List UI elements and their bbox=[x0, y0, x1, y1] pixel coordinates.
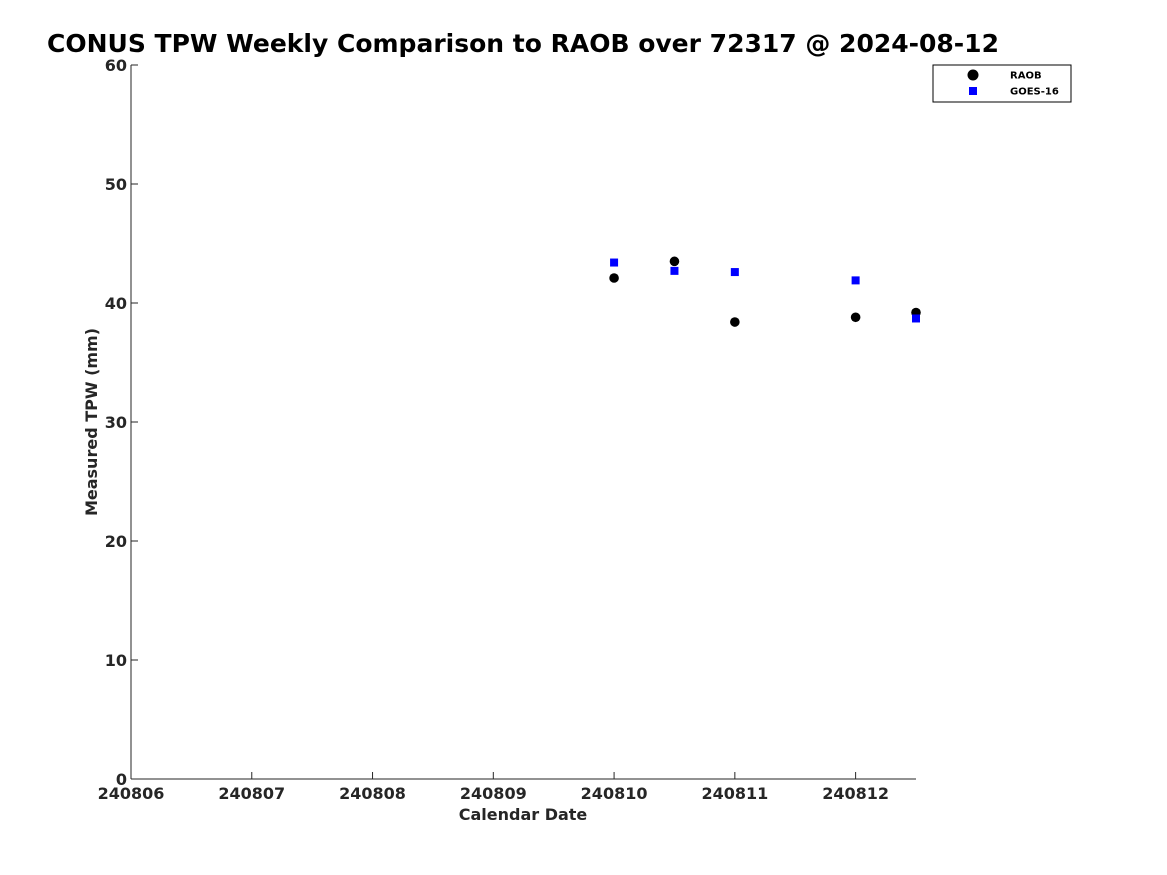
legend-marker bbox=[969, 87, 977, 95]
y-ticks: 0 10 20 30 40 50 60 bbox=[105, 56, 138, 789]
goes-16-point bbox=[610, 258, 619, 267]
goes-16-point bbox=[912, 314, 920, 323]
axes bbox=[130, 65, 916, 780]
data-points bbox=[609, 256, 921, 327]
legend: RAOB GOES-16 bbox=[932, 64, 1072, 103]
x-tick-label: 240806 bbox=[98, 784, 165, 803]
x-ticks: 240806 240807 240808 240809 240810 240811 2408… bbox=[98, 772, 889, 803]
y-tick-label: 50 bbox=[105, 175, 127, 194]
raob-point bbox=[669, 256, 680, 267]
legend-box bbox=[932, 64, 1072, 103]
x-tick-label: 240812 bbox=[822, 784, 889, 803]
x-tick-label: 240808 bbox=[339, 784, 406, 803]
x-tick-label: 240811 bbox=[701, 784, 768, 803]
raob-point bbox=[850, 312, 861, 323]
y-tick-label: 30 bbox=[105, 413, 127, 432]
y-tick-label: 0 bbox=[116, 770, 127, 789]
y-tick-label: 20 bbox=[105, 532, 127, 551]
x-tick-label: 240809 bbox=[460, 784, 527, 803]
goes-16-point bbox=[670, 266, 679, 275]
raob-point bbox=[730, 317, 740, 327]
goes-16-point bbox=[730, 268, 739, 277]
y-tick-label: 60 bbox=[105, 56, 127, 75]
x-tick-label: 240807 bbox=[218, 784, 285, 803]
y-tick-label: 40 bbox=[105, 294, 127, 313]
goes-16-point bbox=[851, 276, 860, 285]
x-tick-label: 240810 bbox=[581, 784, 648, 803]
legend-label: GOES-16 bbox=[1010, 87, 1059, 98]
y-axis-label: Measured TPW (mm) bbox=[82, 328, 101, 516]
legend-marker bbox=[967, 69, 979, 81]
x-axis-label: Calendar Date bbox=[459, 805, 588, 824]
chart-title: CONUS TPW Weekly Comparison to RAOB over… bbox=[47, 29, 999, 58]
legend-label: RAOB bbox=[1010, 71, 1042, 82]
raob-point bbox=[609, 273, 619, 283]
y-tick-label: 10 bbox=[105, 651, 127, 670]
